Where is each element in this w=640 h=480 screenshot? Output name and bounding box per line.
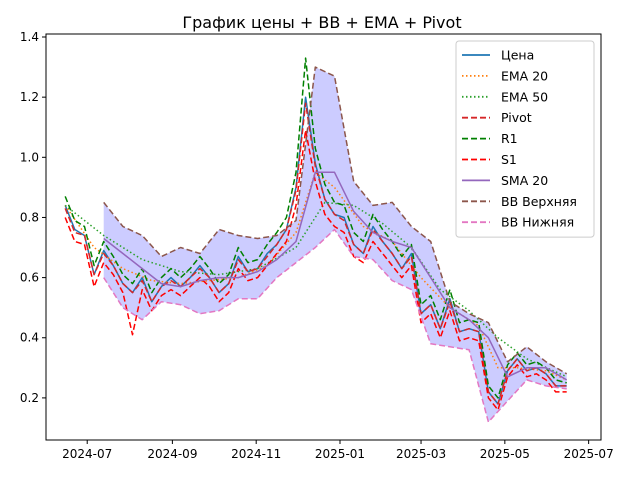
legend-label-sma-20: SMA 20 bbox=[501, 173, 548, 188]
series-line-s1 bbox=[64, 129, 567, 411]
legend-label-ema-20: EMA 20 bbox=[501, 68, 548, 83]
plot-area bbox=[45, 33, 602, 441]
y-tick-label: 0.4 bbox=[20, 331, 39, 345]
bollinger-band-layer bbox=[103, 67, 567, 422]
y-axis: 0.2 0.4 0.6 0.8 1.0 1.2 1.4 bbox=[20, 30, 46, 405]
x-tick-label: 2025-07 bbox=[564, 447, 614, 461]
y-tick-label: 1.2 bbox=[20, 90, 39, 104]
y-tick-label: 0.6 bbox=[20, 271, 39, 285]
chart-title: График цены + BB + EMA + Pivot bbox=[182, 13, 461, 32]
series-line-r1 bbox=[64, 57, 567, 399]
series-line-ema-20 bbox=[64, 171, 568, 381]
series-line-sma-20 bbox=[103, 171, 568, 381]
legend-label-r1: R1 bbox=[501, 131, 518, 146]
legend-label-bb-верхняя: BB Верхняя bbox=[501, 194, 577, 209]
plot-frame bbox=[45, 33, 602, 441]
legend: Цена EMA 20 EMA 50 Pivot R1 S1 SMA 20 BB Верхня… bbox=[455, 40, 595, 238]
x-tick-label: 2024-07 bbox=[62, 447, 112, 461]
x-tick-label: 2024-11 bbox=[231, 447, 281, 461]
y-tick-label: 0.8 bbox=[20, 210, 39, 224]
x-tick-label: 2025-05 bbox=[480, 447, 530, 461]
y-tick-label: 1.4 bbox=[20, 30, 39, 44]
x-axis: 2024-07 2024-09 2024-11 2025-01 2025-03 2025-… bbox=[62, 440, 614, 461]
legend-frame bbox=[455, 40, 595, 238]
y-tick-label: 0.2 bbox=[20, 391, 39, 405]
series-line-ema-50 bbox=[64, 201, 568, 378]
series-line-pivot bbox=[64, 102, 567, 405]
series-line-bb-верхняя bbox=[103, 66, 568, 375]
series-layer bbox=[64, 57, 568, 423]
legend-label-цена: Цена bbox=[501, 48, 534, 63]
y-tick-label: 1.0 bbox=[20, 150, 39, 164]
legend-label-s1: S1 bbox=[501, 152, 517, 167]
bb-fill bbox=[103, 67, 567, 422]
legend-label-bb-нижняя: BB Нижняя bbox=[501, 215, 574, 230]
x-tick-label: 2025-01 bbox=[315, 447, 365, 461]
series-line-bb-нижняя bbox=[103, 228, 567, 423]
legend-label-ema-50: EMA 50 bbox=[501, 89, 548, 104]
legend-label-pivot: Pivot bbox=[501, 110, 532, 125]
x-tick-label: 2025-03 bbox=[396, 447, 446, 461]
x-tick-label: 2024-09 bbox=[147, 447, 197, 461]
